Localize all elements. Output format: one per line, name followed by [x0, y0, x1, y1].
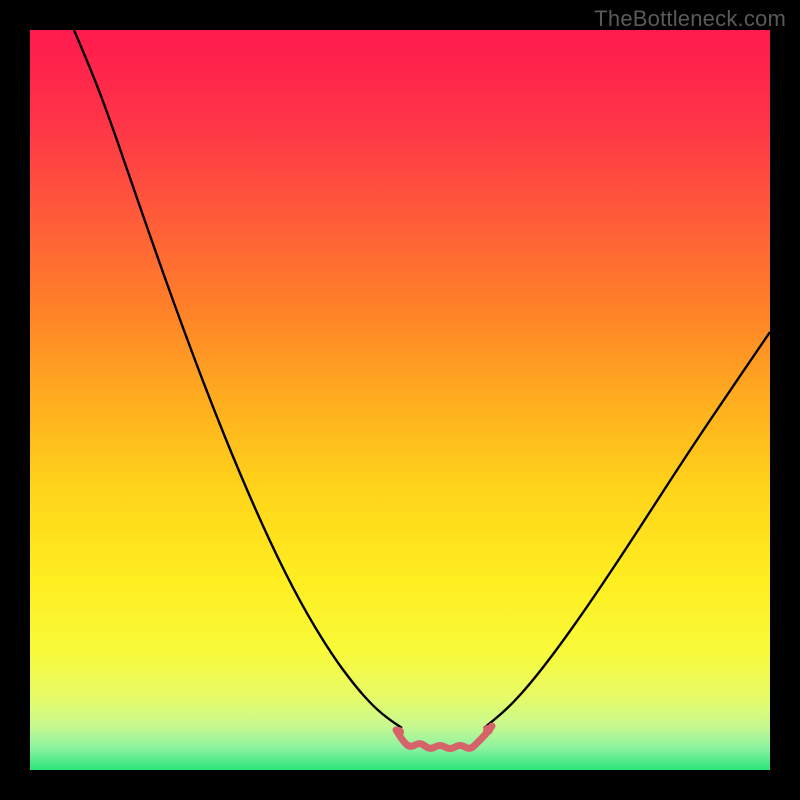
plot-area [30, 30, 770, 770]
left-end-dot-marker [394, 727, 404, 737]
bottom-wiggle [396, 726, 492, 749]
curves-overlay [30, 30, 770, 770]
chart-frame: TheBottleneck.com [0, 0, 800, 800]
left-curve [74, 30, 402, 728]
right-end-dot-marker [483, 725, 493, 735]
watermark-text: TheBottleneck.com [594, 6, 786, 32]
right-curve [484, 332, 770, 728]
